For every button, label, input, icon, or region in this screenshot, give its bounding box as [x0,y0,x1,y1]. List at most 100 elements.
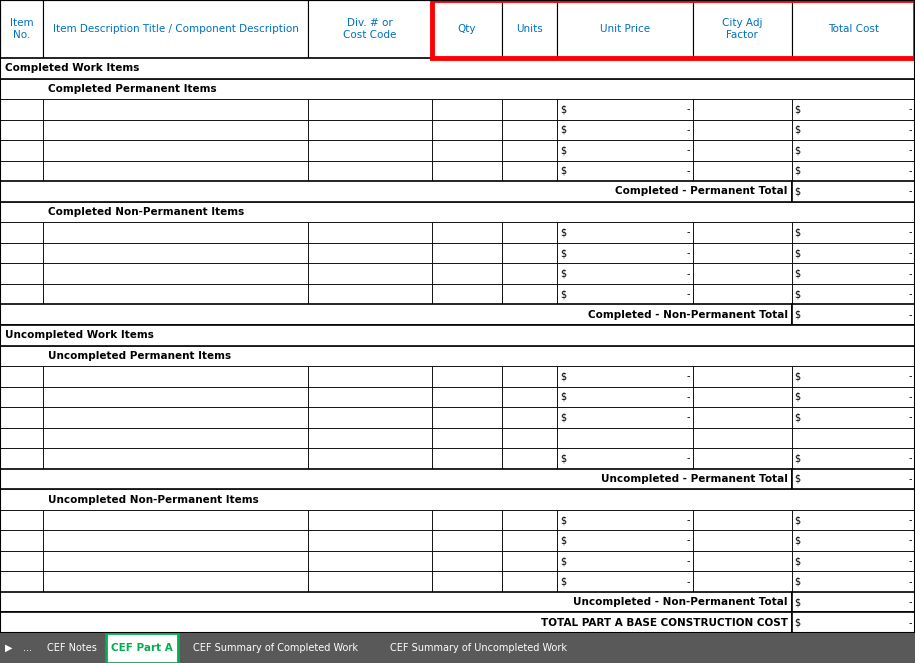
Text: $: $ [560,392,566,402]
Text: Uncompleted Non-Permanent Items: Uncompleted Non-Permanent Items [48,495,259,505]
Text: $: $ [795,618,801,628]
Text: $: $ [795,597,801,607]
Bar [308,366,432,387]
Text: Uncompleted Permanent Items: Uncompleted Permanent Items [48,351,231,361]
Bar [432,263,502,284]
Bar [0,263,43,284]
Bar [693,510,791,530]
Text: $: $ [795,248,801,258]
Bar [557,160,693,181]
Bar [791,243,915,263]
Bar [791,387,915,407]
Bar [0,202,915,222]
Text: $: $ [560,536,566,546]
Text: -: - [686,577,690,587]
Bar [0,222,43,243]
Text: Completed - Non-Permanent Total: Completed - Non-Permanent Total [587,310,788,320]
Text: -: - [686,289,690,299]
Bar [43,530,308,551]
Text: $: $ [795,474,801,484]
Text: -: - [909,186,912,196]
Bar [43,387,308,407]
Bar [432,222,502,243]
Text: Item
No.: Item No. [10,18,33,40]
Bar [0,0,43,58]
Text: $: $ [795,577,801,587]
Bar [432,407,502,428]
Bar [43,243,308,263]
Bar [308,160,432,181]
Text: $: $ [795,166,801,176]
Bar [0,592,791,613]
Bar [0,407,43,428]
Bar [0,243,43,263]
Text: -: - [686,515,690,525]
Bar [557,119,693,140]
Bar [0,510,43,530]
Text: -: - [909,577,912,587]
Bar [0,160,43,181]
Text: -: - [686,227,690,237]
Bar [43,551,308,572]
Bar [0,345,915,366]
Bar [308,551,432,572]
Bar [0,99,43,119]
Bar [693,428,791,448]
Text: -: - [686,269,690,278]
Bar [0,469,791,489]
Bar [502,263,557,284]
Bar [557,99,693,119]
Bar [557,387,693,407]
Bar [43,407,308,428]
Bar [0,530,43,551]
Text: -: - [909,145,912,155]
Bar [791,181,915,202]
Bar [308,99,432,119]
Text: Total Cost: Total Cost [828,24,878,34]
Bar [791,572,915,592]
Bar [43,428,308,448]
Text: $: $ [560,125,566,135]
Bar [308,284,432,304]
Text: $: $ [560,453,566,463]
Bar [693,243,791,263]
Bar [557,428,693,448]
Text: Item Description Title / Component Description: Item Description Title / Component Descr… [53,24,298,34]
Bar [693,530,791,551]
Text: -: - [686,125,690,135]
Text: ▶: ▶ [5,643,13,653]
Bar [791,530,915,551]
Bar [791,366,915,387]
Bar [502,407,557,428]
Text: -: - [909,248,912,258]
Text: $: $ [795,392,801,402]
Bar [693,407,791,428]
Bar [432,387,502,407]
Text: Div. # or
Cost Code: Div. # or Cost Code [343,18,396,40]
Bar [308,119,432,140]
Bar [0,304,791,325]
Bar [432,366,502,387]
Text: Completed Work Items: Completed Work Items [5,63,139,74]
Bar [502,243,557,263]
Text: CEF Summary of Completed Work: CEF Summary of Completed Work [193,643,358,653]
Bar [557,530,693,551]
Bar [502,428,557,448]
Text: -: - [686,392,690,402]
Text: $: $ [560,412,566,422]
Bar [43,160,308,181]
Bar [432,530,502,551]
Bar [791,119,915,140]
Bar [557,448,693,469]
Bar [502,0,557,58]
Text: -: - [909,227,912,237]
Bar [308,428,432,448]
Bar [791,428,915,448]
Bar [791,613,915,633]
Bar [432,140,502,160]
Bar [308,510,432,530]
Text: -: - [686,536,690,546]
Bar [791,263,915,284]
Bar [432,448,502,469]
Bar [557,572,693,592]
